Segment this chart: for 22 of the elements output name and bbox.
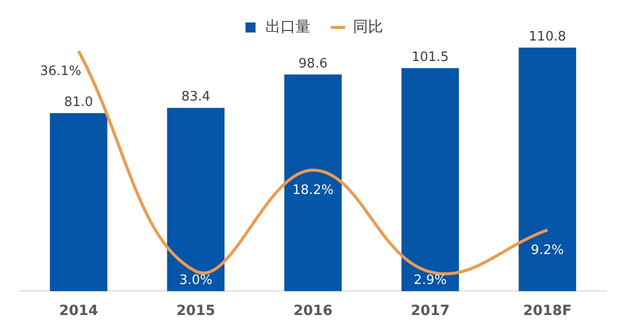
data-label: 9.2%: [530, 242, 564, 258]
x-tick-label: 2018F: [523, 303, 572, 320]
legend-label: 同比: [353, 17, 383, 36]
x-tick-label: 2017: [410, 303, 450, 320]
data-label: 98.6: [298, 56, 328, 72]
data-label: 83.4: [181, 90, 210, 105]
x-tick-label: 2016: [294, 303, 332, 320]
x-tick-label: 2014: [59, 303, 98, 320]
bar: [50, 113, 108, 292]
data-label: 81.0: [64, 95, 94, 110]
bar: [518, 48, 576, 292]
bar: [284, 74, 342, 292]
data-label: 101.5: [412, 50, 449, 65]
data-label: 18.2%: [292, 182, 334, 198]
data-label: 3.0%: [179, 273, 212, 288]
x-tick-label: 2015: [176, 303, 216, 320]
data-label: 36.1%: [40, 64, 82, 79]
data-label: 2.9%: [414, 273, 447, 288]
bar: [401, 68, 459, 292]
legend-label: 出口量: [266, 17, 310, 36]
data-label: 110.8: [528, 30, 566, 45]
bar: [167, 108, 225, 292]
